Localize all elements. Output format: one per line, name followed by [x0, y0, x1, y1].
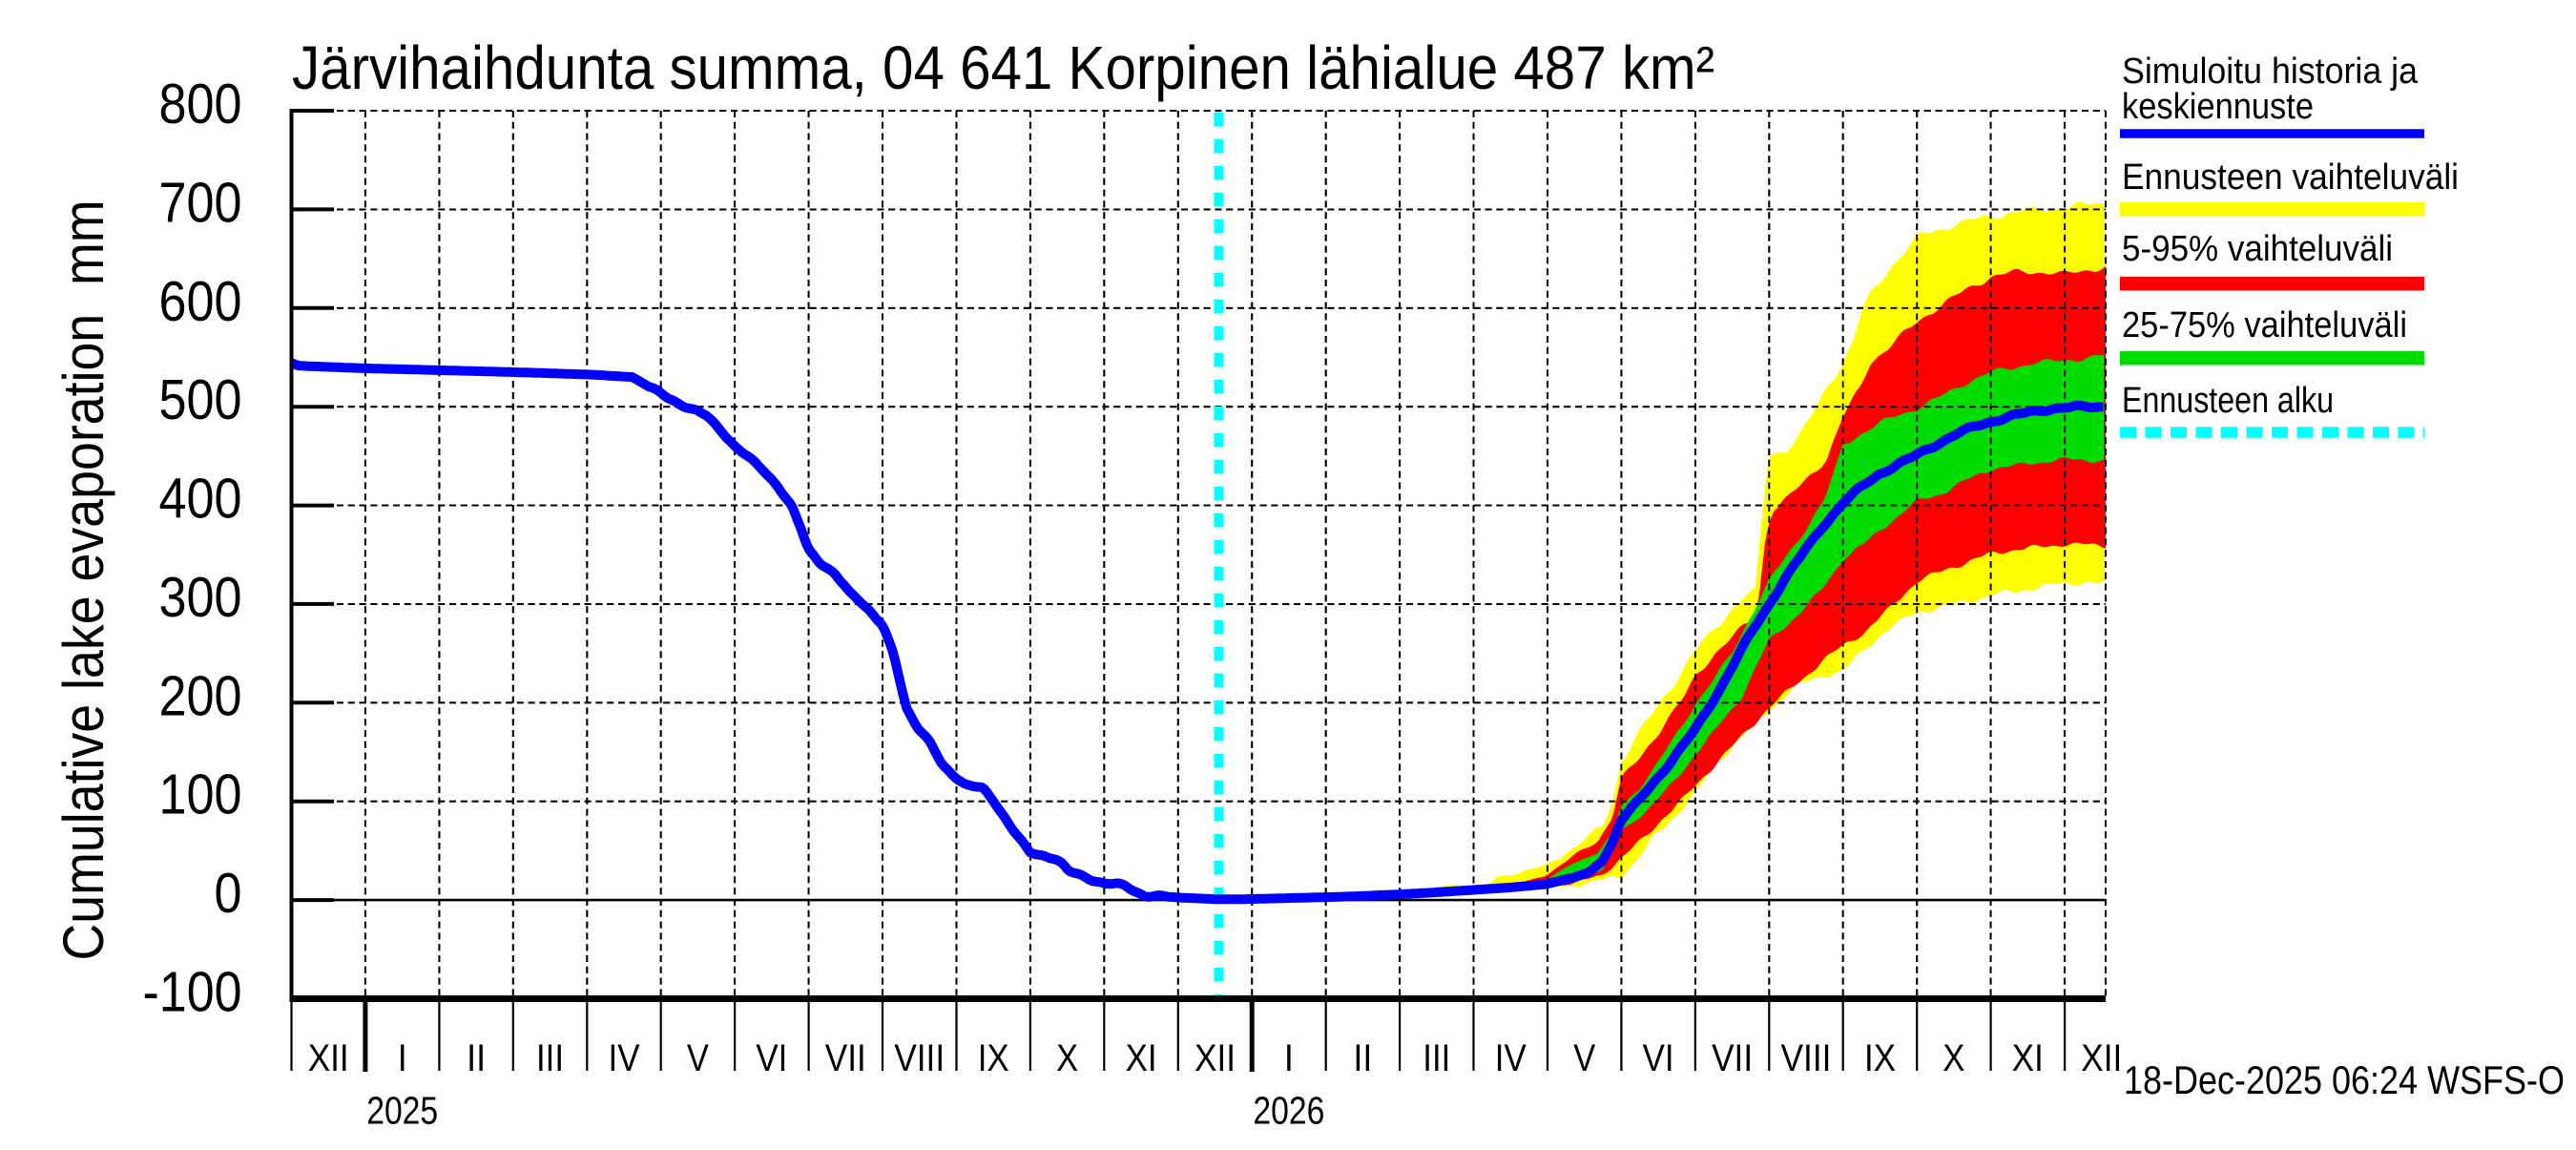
- svg-text:600: 600: [159, 270, 242, 333]
- svg-text:II: II: [467, 1037, 486, 1079]
- svg-text:I: I: [398, 1037, 407, 1079]
- svg-text:2026: 2026: [1253, 1089, 1324, 1133]
- svg-text:Ennusteen vaihteluväli: Ennusteen vaihteluväli: [2122, 157, 2459, 198]
- svg-text:25-75% vaihteluväli: 25-75% vaihteluväli: [2122, 305, 2407, 345]
- svg-text:18-Dec-2025 06:24 WSFS-O: 18-Dec-2025 06:24 WSFS-O: [2124, 1057, 2565, 1102]
- svg-text:XII: XII: [2081, 1037, 2122, 1079]
- svg-text:VIII: VIII: [894, 1037, 945, 1079]
- svg-text:X: X: [1942, 1037, 1964, 1079]
- svg-text:III: III: [536, 1037, 564, 1079]
- svg-text:Cumulative lake evaporation m: Cumulative lake evaporation mm: [52, 200, 115, 961]
- svg-text:IX: IX: [1864, 1037, 1896, 1079]
- svg-text:300: 300: [159, 566, 242, 629]
- svg-text:IV: IV: [1495, 1037, 1527, 1079]
- svg-text:XII: XII: [1195, 1037, 1236, 1079]
- svg-text:800: 800: [159, 73, 242, 136]
- svg-text:XI: XI: [1126, 1037, 1157, 1079]
- svg-text:V: V: [687, 1037, 709, 1079]
- svg-text:100: 100: [159, 763, 242, 826]
- svg-text:IX: IX: [978, 1037, 1009, 1079]
- svg-text:700: 700: [159, 171, 242, 234]
- svg-text:VIII: VIII: [1781, 1037, 1832, 1079]
- svg-text:500: 500: [159, 368, 242, 431]
- svg-text:5-95% vaihteluväli: 5-95% vaihteluväli: [2122, 229, 2393, 269]
- svg-text:-100: -100: [143, 961, 242, 1024]
- svg-text:XII: XII: [308, 1037, 349, 1079]
- svg-text:I: I: [1284, 1037, 1294, 1079]
- svg-text:2025: 2025: [366, 1089, 438, 1133]
- svg-text:400: 400: [159, 468, 242, 531]
- svg-text:keskiennuste: keskiennuste: [2122, 87, 2314, 127]
- svg-text:IV: IV: [609, 1037, 640, 1079]
- svg-text:III: III: [1423, 1037, 1450, 1079]
- svg-text:200: 200: [159, 664, 242, 727]
- svg-text:VI: VI: [1643, 1037, 1674, 1079]
- svg-text:II: II: [1353, 1037, 1372, 1079]
- svg-text:VII: VII: [1712, 1037, 1753, 1079]
- svg-text:Simuloitu historia ja: Simuloitu historia ja: [2122, 52, 2419, 92]
- svg-text:VI: VI: [756, 1037, 787, 1079]
- svg-text:V: V: [1573, 1037, 1595, 1079]
- svg-text:VII: VII: [825, 1037, 866, 1079]
- svg-text:Järvihaihdunta summa, 04 641 K: Järvihaihdunta summa, 04 641 Korpinen lä…: [292, 33, 1714, 102]
- svg-text:XI: XI: [2012, 1037, 2044, 1079]
- svg-text:Ennusteen alku: Ennusteen alku: [2122, 381, 2334, 421]
- svg-text:X: X: [1056, 1037, 1078, 1079]
- svg-text:0: 0: [215, 862, 242, 925]
